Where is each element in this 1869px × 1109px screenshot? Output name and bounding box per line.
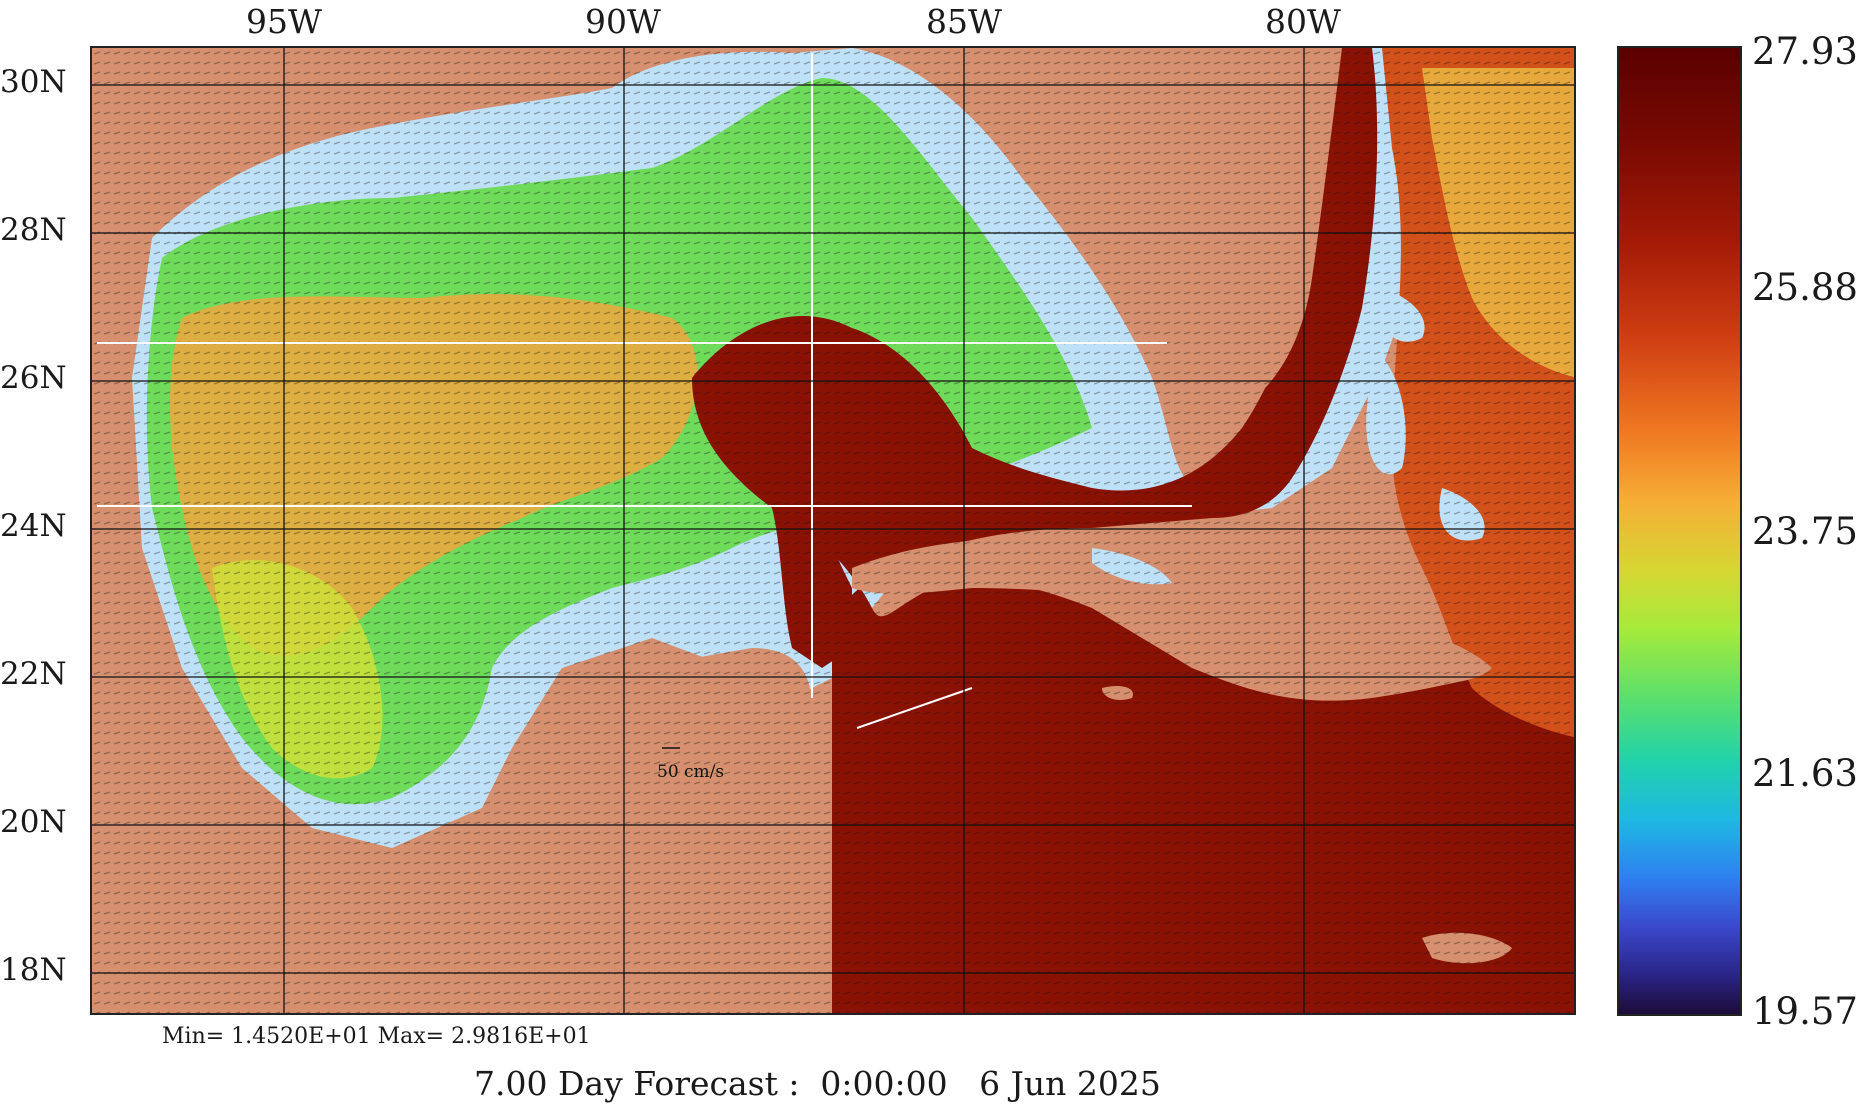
scale-label: 50 cm/s	[657, 762, 724, 782]
lon-label-95w: 95W	[246, 2, 322, 41]
lat-label-30n: 30N	[0, 64, 67, 100]
lon-label-85w: 85W	[926, 2, 1002, 41]
colorbar-tick-4: 21.63	[1752, 752, 1858, 795]
colorbar-tick-max: 27.93	[1752, 30, 1858, 73]
colorbar-tick-min: 19.57	[1752, 990, 1858, 1033]
lat-lon-grid	[92, 48, 1574, 1013]
ocean-map: 50 cm/s	[90, 46, 1576, 1015]
min-max-stats: Min= 1.4520E+01 Max= 2.9816E+01	[162, 1024, 591, 1049]
lat-label-22n: 22N	[0, 656, 67, 692]
ocean-map-svg: 50 cm/s	[92, 48, 1574, 1013]
lat-label-24n: 24N	[0, 508, 67, 544]
lat-label-18n: 18N	[0, 952, 67, 988]
lon-label-80w: 80W	[1265, 2, 1341, 41]
lat-label-20n: 20N	[0, 804, 67, 840]
lon-label-90w: 90W	[585, 2, 661, 41]
lat-label-28n: 28N	[0, 212, 67, 248]
colorbar-tick-3: 23.75	[1752, 510, 1858, 553]
colorbar-tick-2: 25.88	[1752, 266, 1858, 309]
colorbar	[1617, 46, 1742, 1016]
current-vectors	[92, 48, 1574, 1013]
lat-label-26n: 26N	[0, 360, 67, 396]
section-line-yucatan	[856, 687, 973, 729]
forecast-timestamp: 7.00 Day Forecast : 0:00:00 6 Jun 2025	[474, 1064, 1161, 1103]
